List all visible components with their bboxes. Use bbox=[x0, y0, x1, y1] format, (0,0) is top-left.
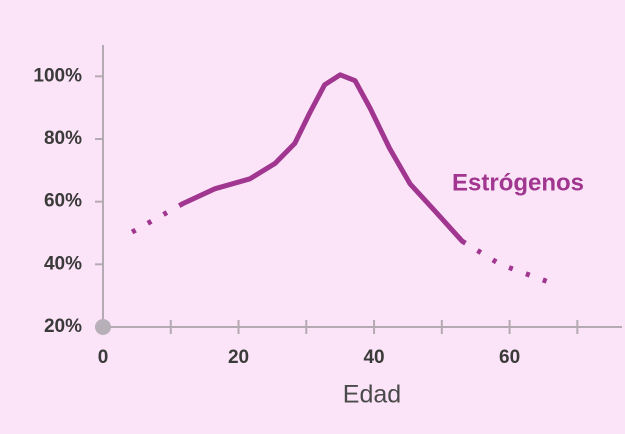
y-tick-label: 40% bbox=[44, 253, 82, 274]
series-label: Estrógenos bbox=[452, 169, 584, 196]
x-tick-label: 40 bbox=[363, 347, 384, 368]
y-tick-label: 80% bbox=[44, 128, 82, 149]
y-tick-label: 20% bbox=[44, 316, 82, 337]
y-tick-label: 100% bbox=[33, 65, 82, 86]
x-axis-title: Edad bbox=[343, 381, 401, 409]
x-tick-label: 60 bbox=[499, 347, 520, 368]
origin-dot bbox=[95, 319, 111, 335]
y-tick-label: 60% bbox=[44, 191, 82, 212]
line bbox=[179, 72, 465, 244]
x-tick-label: 0 bbox=[98, 347, 109, 368]
x-tick-label: 20 bbox=[228, 347, 249, 368]
